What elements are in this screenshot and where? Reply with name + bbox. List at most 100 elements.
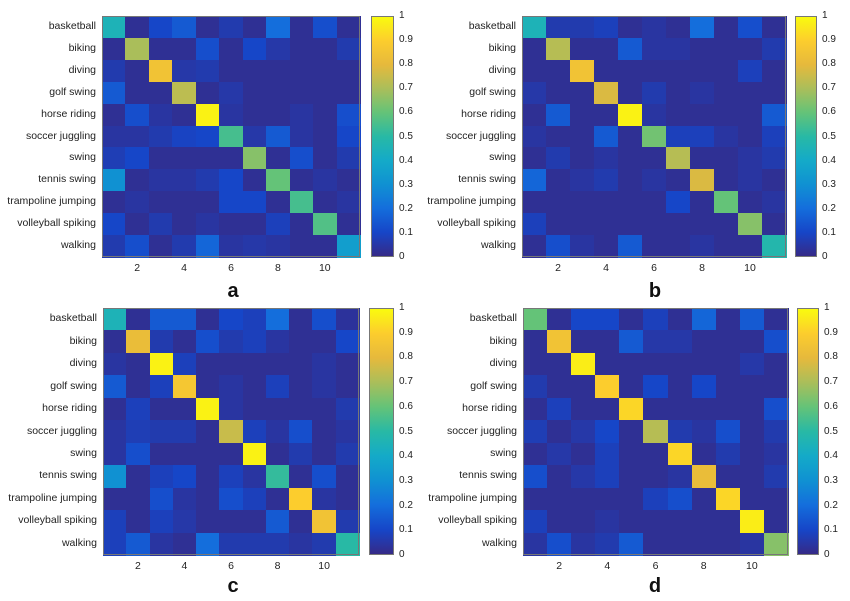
heatmap-cell bbox=[667, 375, 693, 399]
x-tick-label: 6 bbox=[652, 560, 659, 572]
heatmap-cell bbox=[196, 442, 220, 466]
heatmap-cell bbox=[102, 37, 127, 61]
heatmap-cell bbox=[762, 16, 787, 39]
heatmap-cell bbox=[289, 37, 314, 61]
heatmap-cell bbox=[103, 397, 127, 421]
heatmap-cell bbox=[594, 147, 619, 170]
heatmap-cell bbox=[289, 510, 314, 534]
heatmap-cell bbox=[102, 125, 127, 149]
heatmap-cell bbox=[523, 352, 548, 376]
heatmap-cell bbox=[690, 191, 715, 214]
heatmap-cell bbox=[762, 169, 787, 192]
x-tick-label: 4 bbox=[603, 262, 609, 274]
heatmap-cell bbox=[149, 510, 174, 534]
heatmap-cell bbox=[547, 487, 572, 511]
heatmap-cell bbox=[242, 59, 267, 83]
heatmap-cell bbox=[126, 330, 151, 354]
heatmap-cell bbox=[313, 81, 338, 105]
heatmap-cell bbox=[619, 397, 645, 421]
heatmap-cell bbox=[266, 16, 291, 39]
heatmap-cell bbox=[691, 420, 717, 444]
heatmap-cell bbox=[125, 213, 150, 236]
heatmap-cell bbox=[219, 420, 244, 444]
heatmap-cell bbox=[619, 487, 645, 511]
heatmap-cell bbox=[714, 81, 739, 105]
panel-label: d bbox=[648, 575, 662, 597]
heatmap-cell bbox=[289, 213, 314, 236]
heatmap-cell bbox=[172, 169, 197, 192]
heatmap-cell bbox=[172, 510, 197, 534]
heatmap-cell bbox=[196, 532, 220, 556]
heatmap-cell bbox=[336, 81, 361, 105]
heatmap-cell bbox=[242, 308, 267, 332]
heatmap-cell bbox=[738, 147, 763, 170]
row-label: tennis swing bbox=[38, 173, 96, 186]
heatmap-cell bbox=[570, 81, 595, 105]
heatmap-cell bbox=[172, 37, 197, 61]
heatmap-cell bbox=[570, 16, 595, 39]
heatmap-cell bbox=[102, 213, 127, 236]
colorbar-tick-label: 0.4 bbox=[399, 450, 413, 462]
heatmap-cell bbox=[195, 103, 220, 127]
heatmap-cell bbox=[172, 59, 197, 83]
row-label: biking bbox=[69, 334, 97, 347]
colorbar-tick-label: 0.9 bbox=[822, 34, 836, 46]
row-label: swing bbox=[489, 151, 516, 164]
heatmap-cell bbox=[522, 16, 547, 39]
colorbar-tick-label: 0.8 bbox=[399, 58, 413, 70]
heatmap-cell bbox=[103, 375, 127, 399]
heatmap-cell bbox=[667, 465, 693, 489]
colorbar-tick-label: 0.8 bbox=[399, 351, 413, 363]
heatmap-cell bbox=[547, 442, 572, 466]
heatmap-cell bbox=[242, 487, 267, 511]
colorbar-tick-label: 0.3 bbox=[399, 178, 413, 190]
heatmap-cell bbox=[739, 465, 765, 489]
heatmap-cell bbox=[289, 375, 314, 399]
heatmap-cell bbox=[266, 169, 291, 192]
heatmap-cell bbox=[571, 420, 596, 444]
colorbar-tick-label: 0.6 bbox=[822, 106, 836, 118]
colorbar-tick-label: 1 bbox=[399, 302, 405, 313]
heatmap-cell bbox=[242, 532, 267, 556]
heatmap-cell bbox=[312, 442, 337, 466]
heatmap-cell bbox=[196, 465, 220, 489]
heatmap-cell bbox=[762, 235, 787, 258]
x-tick-label: 8 bbox=[274, 560, 281, 572]
heatmap-cell bbox=[715, 510, 741, 534]
heatmap-cell bbox=[219, 169, 244, 192]
heatmap-cell bbox=[172, 81, 197, 105]
heatmap-cell bbox=[618, 59, 643, 83]
heatmap-cell bbox=[594, 16, 619, 39]
heatmap-cell bbox=[643, 487, 669, 511]
heatmap-cell bbox=[265, 487, 290, 511]
heatmap-cell bbox=[690, 16, 715, 39]
colorbar-tick-label: 0.1 bbox=[824, 524, 838, 536]
x-tick-label: 2 bbox=[134, 262, 141, 274]
heatmap-cell bbox=[643, 330, 669, 354]
heatmap-cell bbox=[739, 420, 765, 444]
colorbar-tick-label: 0.9 bbox=[824, 326, 838, 338]
heatmap-cell bbox=[643, 442, 669, 466]
heatmap-cell bbox=[103, 532, 127, 556]
heatmap-cell bbox=[126, 352, 151, 376]
x-tick-label: 2 bbox=[555, 262, 561, 274]
heatmap-cell bbox=[642, 81, 667, 105]
row-label: tennis swing bbox=[458, 173, 516, 186]
heatmap-cell bbox=[522, 81, 547, 105]
heatmap-cell bbox=[102, 16, 127, 39]
heatmap-cell bbox=[618, 169, 643, 192]
heatmap-cell bbox=[714, 16, 739, 39]
row-label: walking bbox=[60, 239, 96, 252]
colorbar-tick-label: 0.4 bbox=[824, 450, 838, 462]
heatmap-cell bbox=[666, 59, 691, 83]
heatmap-cell bbox=[102, 169, 127, 192]
heatmap-cell bbox=[546, 169, 571, 192]
x-tick-label: 6 bbox=[651, 262, 657, 274]
heatmap-cell bbox=[125, 81, 150, 105]
heatmap-cell bbox=[522, 169, 547, 192]
heatmap-cell bbox=[242, 235, 267, 258]
heatmap-cell bbox=[618, 37, 643, 61]
heatmap-cell bbox=[714, 213, 739, 236]
heatmap-cell bbox=[522, 147, 547, 170]
heatmap-cell bbox=[336, 125, 361, 149]
